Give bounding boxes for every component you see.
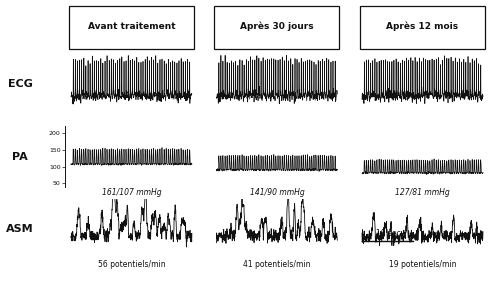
FancyBboxPatch shape	[69, 6, 194, 48]
Text: 41 potentiels/min: 41 potentiels/min	[243, 260, 311, 269]
Text: 161/107 mmHg: 161/107 mmHg	[102, 188, 161, 197]
Text: 56 potentiels/min: 56 potentiels/min	[98, 260, 165, 269]
Text: ECG: ECG	[7, 79, 32, 89]
Text: 19 potentiels/min: 19 potentiels/min	[389, 260, 456, 269]
Text: 10 sec: 10 sec	[376, 229, 400, 238]
Text: Après 30 jours: Après 30 jours	[240, 21, 314, 31]
FancyBboxPatch shape	[215, 6, 339, 48]
Text: 127/81 mmHg: 127/81 mmHg	[395, 188, 450, 197]
Text: 141/90 mmHg: 141/90 mmHg	[250, 188, 304, 197]
Text: PA: PA	[12, 151, 28, 162]
Text: Après 12 mois: Après 12 mois	[386, 21, 459, 31]
Text: ASM: ASM	[6, 224, 34, 234]
Text: Avant traitement: Avant traitement	[88, 22, 175, 31]
FancyBboxPatch shape	[360, 6, 485, 48]
